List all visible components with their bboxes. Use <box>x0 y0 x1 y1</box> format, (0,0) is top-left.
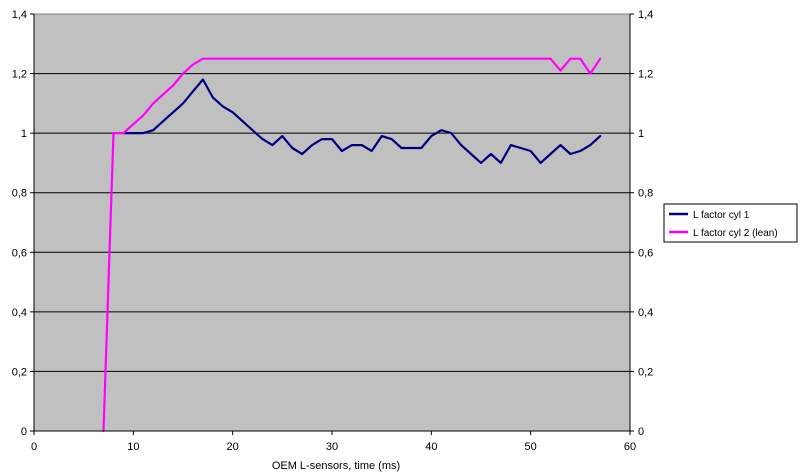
x-tick-label: 0 <box>31 441 37 453</box>
x-tick-label: 50 <box>525 441 537 453</box>
x-axis-title: OEM L-sensors, time (ms) <box>272 460 400 472</box>
x-tick-label: 10 <box>127 441 139 453</box>
legend: L factor cyl 1 L factor cyl 2 (lean) <box>663 203 798 243</box>
x-axis: 0 10 20 30 40 50 60 <box>31 430 636 453</box>
y-tick-label-right: 1,4 <box>638 9 653 21</box>
y-tick-label-right: 0 <box>638 426 644 438</box>
y-tick-label-left: 0,6 <box>12 247 27 259</box>
legend-label-cyl1: L factor cyl 1 <box>693 210 750 221</box>
y-axis-left: 0 0,2 0,4 0,6 0,8 1 1,2 1,4 <box>12 9 35 438</box>
x-tick-label: 30 <box>326 441 338 453</box>
y-tick-label-right: 1 <box>638 128 644 140</box>
y-tick-label-left: 1,2 <box>12 69 27 81</box>
y-tick-label-right: 0,6 <box>638 247 653 259</box>
series-line-2 <box>102 57 602 433</box>
plot-area <box>33 13 631 432</box>
y-tick-label-left: 1 <box>21 128 27 140</box>
y-tick-label-right: 0,8 <box>638 188 653 200</box>
y-tick-label-right: 0,4 <box>638 307 653 319</box>
y-tick-label-left: 1,4 <box>12 9 27 21</box>
y-tick-label-right: 1,2 <box>638 69 653 81</box>
series-lines <box>102 57 602 433</box>
x-tick-label: 60 <box>624 441 636 453</box>
y-tick-label-right: 0,2 <box>638 366 653 378</box>
y-tick-label-left: 0,8 <box>12 188 27 200</box>
x-tick-label: 40 <box>425 441 437 453</box>
series-line-1 <box>122 78 602 164</box>
legend-label-cyl2: L factor cyl 2 (lean) <box>693 228 778 239</box>
y-axis-right: 0 0,2 0,4 0,6 0,8 1 1,2 1,4 <box>629 9 653 438</box>
y-tick-label-left: 0 <box>21 426 27 438</box>
legend-box <box>663 203 798 243</box>
y-tick-label-left: 0,2 <box>12 366 27 378</box>
x-tick-label: 20 <box>227 441 239 453</box>
y-tick-label-left: 0,4 <box>12 307 27 319</box>
